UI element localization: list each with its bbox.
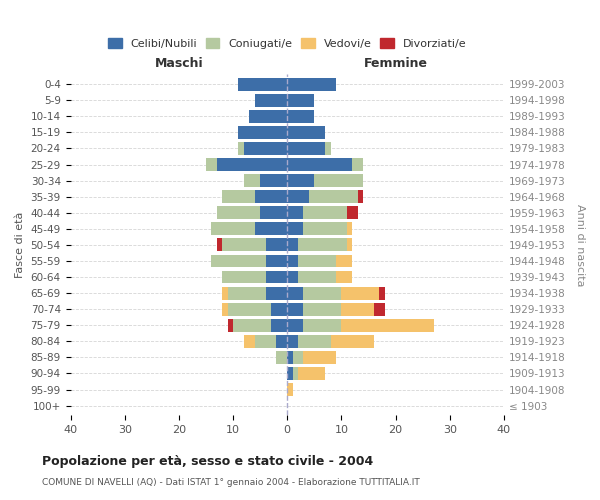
Bar — [271, 303, 287, 316]
Bar — [298, 335, 331, 348]
Bar — [298, 238, 347, 252]
Bar — [260, 174, 287, 187]
Bar — [227, 319, 233, 332]
Text: Popolazione per età, sesso e stato civile - 2004: Popolazione per età, sesso e stato civil… — [42, 455, 373, 468]
Bar — [222, 286, 227, 300]
Y-axis label: Fasce di età: Fasce di età — [15, 212, 25, 278]
Bar — [336, 254, 352, 268]
Text: Femmine: Femmine — [364, 56, 428, 70]
Bar — [309, 190, 358, 203]
Bar — [287, 142, 325, 155]
Bar — [287, 94, 314, 106]
Bar — [244, 174, 260, 187]
Bar — [287, 158, 352, 171]
Bar — [244, 142, 287, 155]
Bar — [255, 222, 287, 235]
Bar — [227, 286, 266, 300]
Bar — [352, 158, 363, 171]
Bar — [277, 351, 287, 364]
Bar — [336, 270, 352, 283]
Bar — [227, 303, 271, 316]
Bar — [287, 319, 304, 332]
Bar — [347, 206, 358, 219]
Bar — [304, 222, 347, 235]
Bar — [217, 158, 287, 171]
Y-axis label: Anni di nascita: Anni di nascita — [575, 204, 585, 286]
Bar — [298, 270, 336, 283]
Bar — [217, 206, 260, 219]
Bar — [287, 335, 298, 348]
Bar — [331, 335, 374, 348]
Bar — [358, 190, 363, 203]
Bar — [314, 174, 363, 187]
Bar — [238, 126, 287, 139]
Bar — [271, 319, 287, 332]
Bar — [244, 335, 255, 348]
Bar — [222, 270, 266, 283]
Bar — [238, 142, 244, 155]
Bar — [287, 222, 304, 235]
Bar — [374, 303, 385, 316]
Bar — [255, 190, 287, 203]
Bar — [211, 222, 255, 235]
Bar — [287, 78, 336, 90]
Bar — [287, 110, 314, 122]
Bar — [287, 303, 304, 316]
Bar — [287, 351, 293, 364]
Bar — [260, 206, 287, 219]
Bar — [238, 78, 287, 90]
Bar — [255, 335, 277, 348]
Bar — [293, 351, 304, 364]
Bar — [304, 286, 341, 300]
Bar — [287, 174, 314, 187]
Bar — [277, 335, 287, 348]
Bar — [287, 270, 298, 283]
Bar — [222, 190, 255, 203]
Bar — [304, 206, 347, 219]
Bar — [298, 254, 336, 268]
Bar — [233, 319, 271, 332]
Bar — [347, 238, 352, 252]
Bar — [266, 254, 287, 268]
Bar — [206, 158, 217, 171]
Text: Maschi: Maschi — [155, 56, 203, 70]
Legend: Celibi/Nubili, Coniugati/e, Vedovi/e, Divorziati/e: Celibi/Nubili, Coniugati/e, Vedovi/e, Di… — [106, 36, 468, 51]
Bar — [379, 286, 385, 300]
Bar — [287, 238, 298, 252]
Bar — [325, 142, 331, 155]
Bar — [211, 254, 266, 268]
Bar — [293, 367, 298, 380]
Bar — [287, 367, 293, 380]
Bar — [250, 110, 287, 122]
Bar — [341, 319, 434, 332]
Bar — [287, 286, 304, 300]
Bar — [341, 286, 379, 300]
Bar — [266, 286, 287, 300]
Bar — [217, 238, 222, 252]
Bar — [222, 238, 266, 252]
Bar — [255, 94, 287, 106]
Bar — [287, 206, 304, 219]
Bar — [347, 222, 352, 235]
Bar — [304, 351, 336, 364]
Text: COMUNE DI NAVELLI (AQ) - Dati ISTAT 1° gennaio 2004 - Elaborazione TUTTITALIA.IT: COMUNE DI NAVELLI (AQ) - Dati ISTAT 1° g… — [42, 478, 420, 487]
Bar — [287, 254, 298, 268]
Bar — [222, 303, 227, 316]
Bar — [341, 303, 374, 316]
Bar — [287, 126, 325, 139]
Bar — [266, 270, 287, 283]
Bar — [287, 190, 309, 203]
Bar — [304, 303, 341, 316]
Bar — [266, 238, 287, 252]
Bar — [298, 367, 325, 380]
Bar — [287, 383, 293, 396]
Bar — [304, 319, 341, 332]
